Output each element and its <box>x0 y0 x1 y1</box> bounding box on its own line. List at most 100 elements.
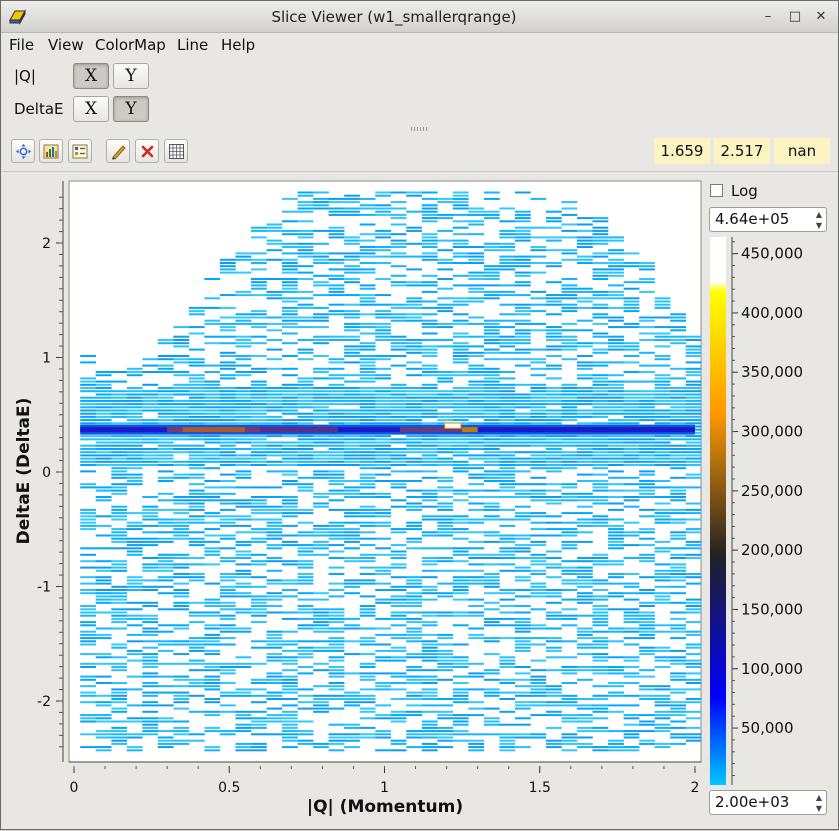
color-min-spinbox[interactable]: 2.00e+03 ▲ ▼ <box>709 790 827 815</box>
minimize-icon[interactable]: – <box>764 9 772 24</box>
heatmap-cell <box>483 723 500 726</box>
heatmap-cell <box>111 691 128 694</box>
heatmap-cell <box>592 415 609 418</box>
heatmap-cell <box>188 521 205 524</box>
close-icon[interactable]: ✕ <box>815 9 827 24</box>
heatmap-cell <box>282 678 298 681</box>
dim-q-x-button[interactable]: X <box>73 63 109 89</box>
spin-down-icon[interactable]: ▼ <box>815 221 823 230</box>
heatmap-cell <box>577 217 593 220</box>
grid-button[interactable] <box>164 139 188 163</box>
heatmap-cell <box>344 464 360 466</box>
heatmap-cell <box>173 528 190 531</box>
heatmap-cell <box>592 274 609 277</box>
heatmap-cell <box>483 579 500 582</box>
heatmap-cell <box>95 387 112 389</box>
heatmap-cell <box>639 627 655 630</box>
heatmap-cell <box>608 422 624 425</box>
line-cut-button[interactable] <box>106 139 130 163</box>
heatmap-cell <box>685 444 702 447</box>
heatmap-cell <box>685 688 702 691</box>
heatmap-cell <box>235 563 252 566</box>
heatmap-cell <box>530 393 547 396</box>
dim-deltae-x-button[interactable]: X <box>73 96 109 122</box>
heatmap-cell <box>468 441 485 444</box>
heatmap-cell <box>219 605 236 607</box>
heatmap-cell <box>452 399 469 402</box>
heatmap-cell <box>623 265 640 268</box>
heatmap-cell <box>188 576 205 579</box>
menu-view[interactable]: View <box>48 36 84 54</box>
line-cut-icon <box>112 145 126 160</box>
heatmap-cell <box>561 717 578 720</box>
heatmap-cell <box>297 521 314 524</box>
heatmap-cell <box>328 550 345 553</box>
heatmap-cell <box>421 255 438 258</box>
heatmap-cell <box>561 348 578 351</box>
heatmap-cell <box>654 601 671 604</box>
heatmap-cell <box>142 409 159 412</box>
heatmap-cell <box>282 685 298 688</box>
heatmap-cell <box>126 438 143 441</box>
heatmap-cell <box>359 694 376 697</box>
heatmap-cell <box>251 733 267 736</box>
heatmap-cell <box>530 403 547 406</box>
heatmap-cell <box>328 557 345 559</box>
heatmap-cell <box>390 438 407 441</box>
heatmap-cell <box>375 582 391 585</box>
heatmap-cell <box>251 611 267 614</box>
heatmap-cell <box>437 662 454 665</box>
heatmap-cell <box>219 560 236 563</box>
splitter-grip[interactable] <box>411 127 429 131</box>
plot-canvas[interactable] <box>68 180 702 763</box>
heatmap-cell <box>421 723 438 726</box>
heatmap-cell <box>499 358 516 361</box>
heatmap-cell <box>142 448 159 450</box>
dim-deltae-y-button[interactable]: Y <box>113 96 149 122</box>
heatmap-cell <box>313 646 329 649</box>
heatmap-cell <box>111 688 128 691</box>
heatmap-cell <box>654 547 671 550</box>
peaks-overlay-button[interactable] <box>39 139 63 163</box>
heatmap-cell <box>499 258 516 261</box>
heatmap-cell <box>530 582 547 585</box>
menu-file[interactable]: File <box>9 36 35 54</box>
heatmap-cell <box>266 582 283 585</box>
heatmap-cell <box>468 390 485 393</box>
heatmap-cell <box>111 403 128 406</box>
heatmap-cell <box>282 444 298 447</box>
heatmap-cell <box>328 659 345 662</box>
heatmap-cell <box>266 544 283 547</box>
maximize-icon[interactable]: □ <box>788 9 802 24</box>
zoom-fit-button[interactable] <box>11 139 35 163</box>
heatmap-cell <box>251 355 267 357</box>
heatmap-cell <box>670 662 686 665</box>
color-max-spinbox[interactable]: 4.64e+05 ▲ ▼ <box>709 207 827 232</box>
menu-line[interactable]: Line <box>177 36 209 54</box>
heatmap-cell <box>266 633 283 636</box>
heatmap-cell <box>390 460 407 463</box>
heatmap-cell <box>390 544 407 547</box>
heatmap-cell <box>80 643 96 646</box>
menu-colormap[interactable]: ColorMap <box>95 36 166 54</box>
heatmap-cell <box>95 611 112 614</box>
log-scale-checkbox[interactable] <box>710 184 723 197</box>
dim-q-y-button[interactable]: Y <box>113 63 149 89</box>
spin-up-icon[interactable]: ▲ <box>815 793 823 802</box>
heatmap-cell <box>670 512 686 515</box>
heatmap-cell <box>157 531 174 534</box>
heatmap-cell <box>639 438 655 441</box>
heatmap-cell <box>530 589 547 591</box>
menu-help[interactable]: Help <box>221 36 256 54</box>
heatmap-cell <box>297 646 314 649</box>
heatmap-cell <box>639 557 655 559</box>
heatmap-cell <box>390 566 407 569</box>
heatmap-cell <box>266 229 283 232</box>
rebin-button[interactable] <box>68 139 92 163</box>
spin-down-icon[interactable]: ▼ <box>815 804 823 813</box>
heatmap-cell <box>623 499 640 502</box>
clear-line-button[interactable] <box>135 139 159 163</box>
heatmap-cell <box>282 540 298 543</box>
spin-up-icon[interactable]: ▲ <box>815 210 823 219</box>
